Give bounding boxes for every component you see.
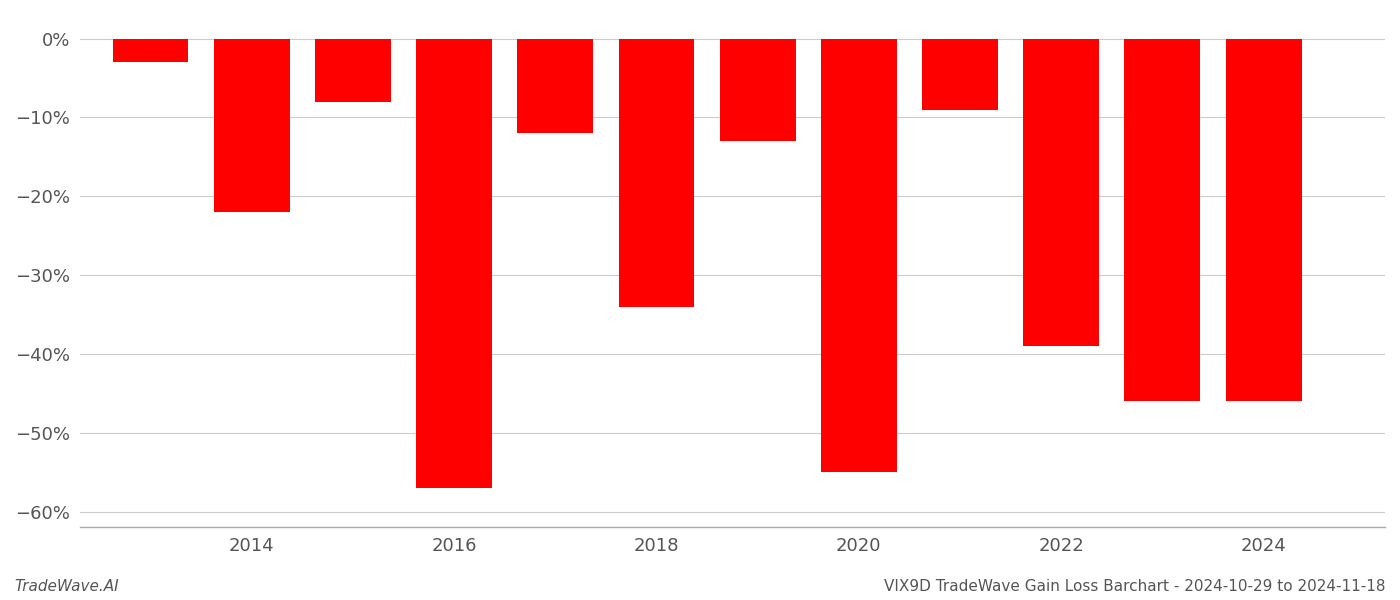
Bar [820,38,897,472]
Text: TradeWave.AI: TradeWave.AI [14,579,119,594]
Bar [1124,38,1200,401]
Bar [923,38,998,110]
Bar [214,38,290,212]
Bar [1023,38,1099,346]
Text: VIX9D TradeWave Gain Loss Barchart - 2024-10-29 to 2024-11-18: VIX9D TradeWave Gain Loss Barchart - 202… [885,579,1386,594]
Bar [619,38,694,307]
Bar [112,38,189,62]
Bar [720,38,795,141]
Bar [416,38,491,488]
Bar [315,38,391,101]
Bar [518,38,594,133]
Bar [1225,38,1302,401]
